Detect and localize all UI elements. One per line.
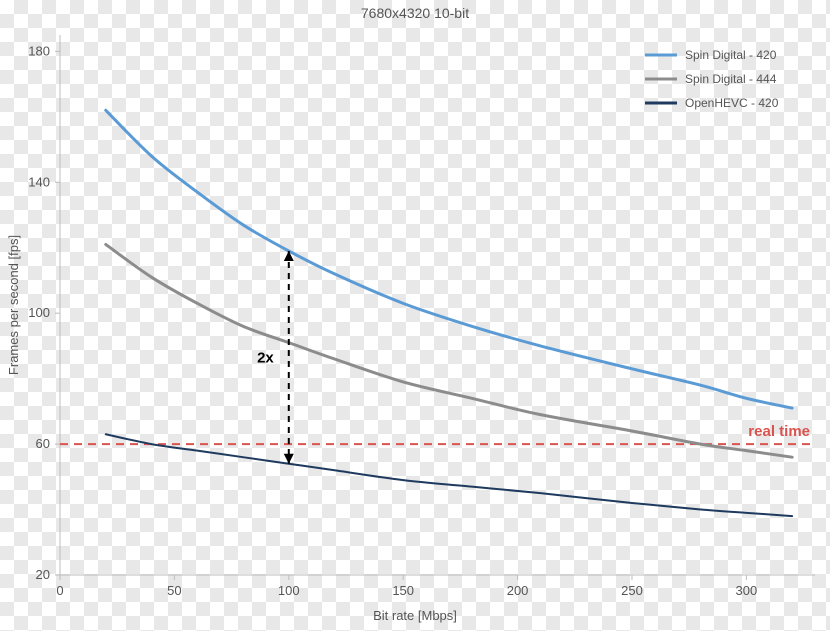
y-tick-label: 60 xyxy=(36,436,50,451)
legend-label: OpenHEVC - 420 xyxy=(685,96,779,110)
x-tick-label: 150 xyxy=(392,583,414,598)
y-axis-label: Frames per second [fps] xyxy=(6,235,21,375)
y-tick-label: 140 xyxy=(28,174,50,189)
y-tick-label: 180 xyxy=(28,43,50,58)
series-line xyxy=(106,110,792,408)
legend-label: Spin Digital - 444 xyxy=(685,72,777,86)
x-axis-label: Bit rate [Mbps] xyxy=(373,608,457,623)
series-line xyxy=(106,244,792,457)
two-x-label: 2x xyxy=(257,349,274,366)
x-tick-label: 250 xyxy=(621,583,643,598)
realtime-label: real time xyxy=(748,423,810,440)
chart-svg: 7680x4320 10-bit 0 50 100 150 200 250 300 20 60 1… xyxy=(0,0,830,631)
x-tick-label: 100 xyxy=(278,583,300,598)
x-tick-label: 300 xyxy=(736,583,758,598)
x-tick-label: 50 xyxy=(167,583,181,598)
x-tick-label: 0 xyxy=(56,583,63,598)
chart-title: 7680x4320 10-bit xyxy=(361,5,469,21)
x-tick-label: 200 xyxy=(507,583,529,598)
plot-area: 0 50 100 150 200 250 300 20 60 100 140 180 real time… xyxy=(28,35,815,598)
y-tick-label: 100 xyxy=(28,305,50,320)
chart-container: 7680x4320 10-bit 0 50 100 150 200 250 300 20 60 1… xyxy=(0,0,830,631)
y-tick-label: 20 xyxy=(36,567,50,582)
series-line xyxy=(106,434,792,516)
legend-label: Spin Digital - 420 xyxy=(685,48,777,62)
